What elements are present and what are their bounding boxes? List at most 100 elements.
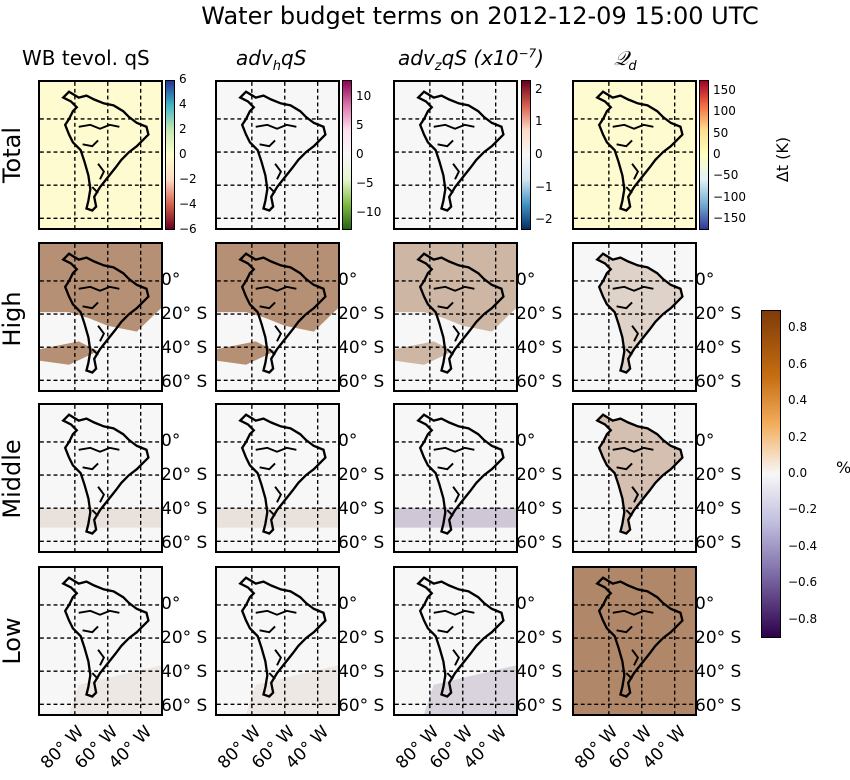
percent-colorbar-tick: −0.2: [788, 502, 818, 517]
lat-tick-label: 60° S: [695, 533, 742, 553]
field-patch: [597, 414, 683, 534]
lat-tick-label: 40° S: [338, 338, 385, 358]
chart-title: Water budget terms on 2012-12-09 15:00 U…: [201, 2, 759, 30]
lat-tick-label: 60° S: [338, 533, 385, 553]
map-panel-low-advz: [393, 566, 518, 716]
river: [82, 625, 99, 634]
river: [625, 186, 633, 194]
lat-tick-label: 20° S: [516, 304, 563, 324]
colorbar-advz-tick: 1: [535, 114, 543, 129]
percent-colorbar-label: %: [836, 458, 850, 477]
lat-tick-label: 40° S: [516, 338, 563, 358]
colorbar-tevol-tick: 0: [179, 147, 187, 161]
column-title-advh-text: advhqS: [236, 46, 307, 74]
colorbar-qd: [699, 80, 709, 230]
river: [97, 649, 106, 666]
colorbar-tevol-tick: −2: [179, 172, 197, 186]
map-svg: [217, 405, 338, 551]
map-svg: [40, 405, 161, 551]
map-panel-high-advz: [393, 242, 518, 392]
river: [268, 348, 276, 356]
percent-colorbar-tick: 0.2: [788, 429, 808, 444]
lat-tick-label: 60° S: [516, 372, 563, 392]
map-svg: [574, 405, 695, 551]
percent-colorbar-tick: 0.0: [788, 466, 808, 480]
field-patch: [217, 508, 338, 528]
river: [78, 123, 120, 130]
river: [446, 509, 454, 517]
lat-tick-label: 20° S: [161, 465, 208, 485]
percent-colorbar-tick: −0.8: [788, 611, 818, 626]
river: [82, 301, 99, 310]
map-panel-total-qd: [572, 80, 697, 230]
river: [91, 186, 99, 194]
river: [446, 186, 454, 194]
lat-tick-label: 40° S: [516, 499, 563, 519]
map-background: [40, 405, 161, 551]
river: [437, 301, 454, 310]
river: [78, 446, 120, 453]
map-panel-high-advh: [215, 242, 340, 392]
map-background: [217, 405, 338, 551]
river: [631, 649, 640, 666]
lat-tick-label: 0°: [338, 270, 358, 290]
river: [433, 446, 475, 453]
map-background: [395, 82, 516, 228]
field-patch: [597, 253, 683, 373]
river: [616, 462, 633, 471]
coastline: [238, 413, 327, 535]
river: [452, 649, 461, 666]
colorbar-qd-tick: 0: [713, 147, 721, 161]
river: [616, 625, 633, 634]
river: [91, 672, 99, 680]
coastline: [61, 576, 150, 698]
river: [612, 123, 654, 130]
river: [268, 509, 276, 517]
map-panel-total-advz: [393, 80, 518, 230]
river: [612, 446, 654, 453]
column-title-advz: advzqS (x10−7): [398, 46, 544, 74]
colorbar-qd-tick: −50: [713, 168, 739, 183]
map-panel-low-tevol: [38, 566, 163, 716]
lat-tick-label: 20° S: [695, 628, 742, 648]
colorbar-qd-tick: −100: [713, 189, 746, 204]
river: [268, 186, 276, 194]
colorbar-advh: [342, 80, 352, 230]
lat-tick-label: 0°: [695, 594, 715, 614]
river: [255, 123, 297, 130]
colorbar-tevol-tick: 2: [179, 122, 187, 136]
column-title-qd-text: 𝒬d: [614, 46, 637, 74]
map-panel-middle-qd: [572, 403, 697, 553]
map-background: [217, 82, 338, 228]
colorbar-advh-tick: 10: [356, 89, 372, 104]
lat-tick-label: 20° S: [516, 628, 563, 648]
coastline: [416, 252, 505, 374]
river: [97, 163, 106, 180]
field-patch: [246, 665, 338, 714]
river: [78, 285, 120, 292]
river: [91, 509, 99, 517]
river: [255, 446, 297, 453]
lat-tick-label: 60° S: [161, 372, 208, 392]
colorbar-advz-tick: 2: [535, 81, 543, 96]
colorbar-advh-tick: 5: [356, 118, 364, 133]
field-patch: [574, 568, 695, 714]
row-label-middle: Middle: [0, 439, 26, 519]
colorbar-advh-tick: 0: [356, 147, 364, 161]
field-patch: [40, 244, 161, 365]
lat-tick-label: 20° S: [338, 628, 385, 648]
lat-tick-label: 20° S: [161, 304, 208, 324]
map-svg: [574, 82, 695, 228]
percent-colorbar: [761, 310, 781, 638]
coastline: [416, 90, 505, 212]
river: [255, 285, 297, 292]
coastline: [595, 576, 684, 698]
coastline: [595, 252, 684, 374]
field-patch: [395, 244, 516, 365]
map-panel-middle-tevol: [38, 403, 163, 553]
map-svg: [40, 82, 161, 228]
column-title-qd: 𝒬d: [614, 46, 637, 74]
lat-tick-label: 0°: [516, 431, 536, 451]
lat-tick-label: 20° S: [516, 465, 563, 485]
river: [97, 486, 106, 503]
